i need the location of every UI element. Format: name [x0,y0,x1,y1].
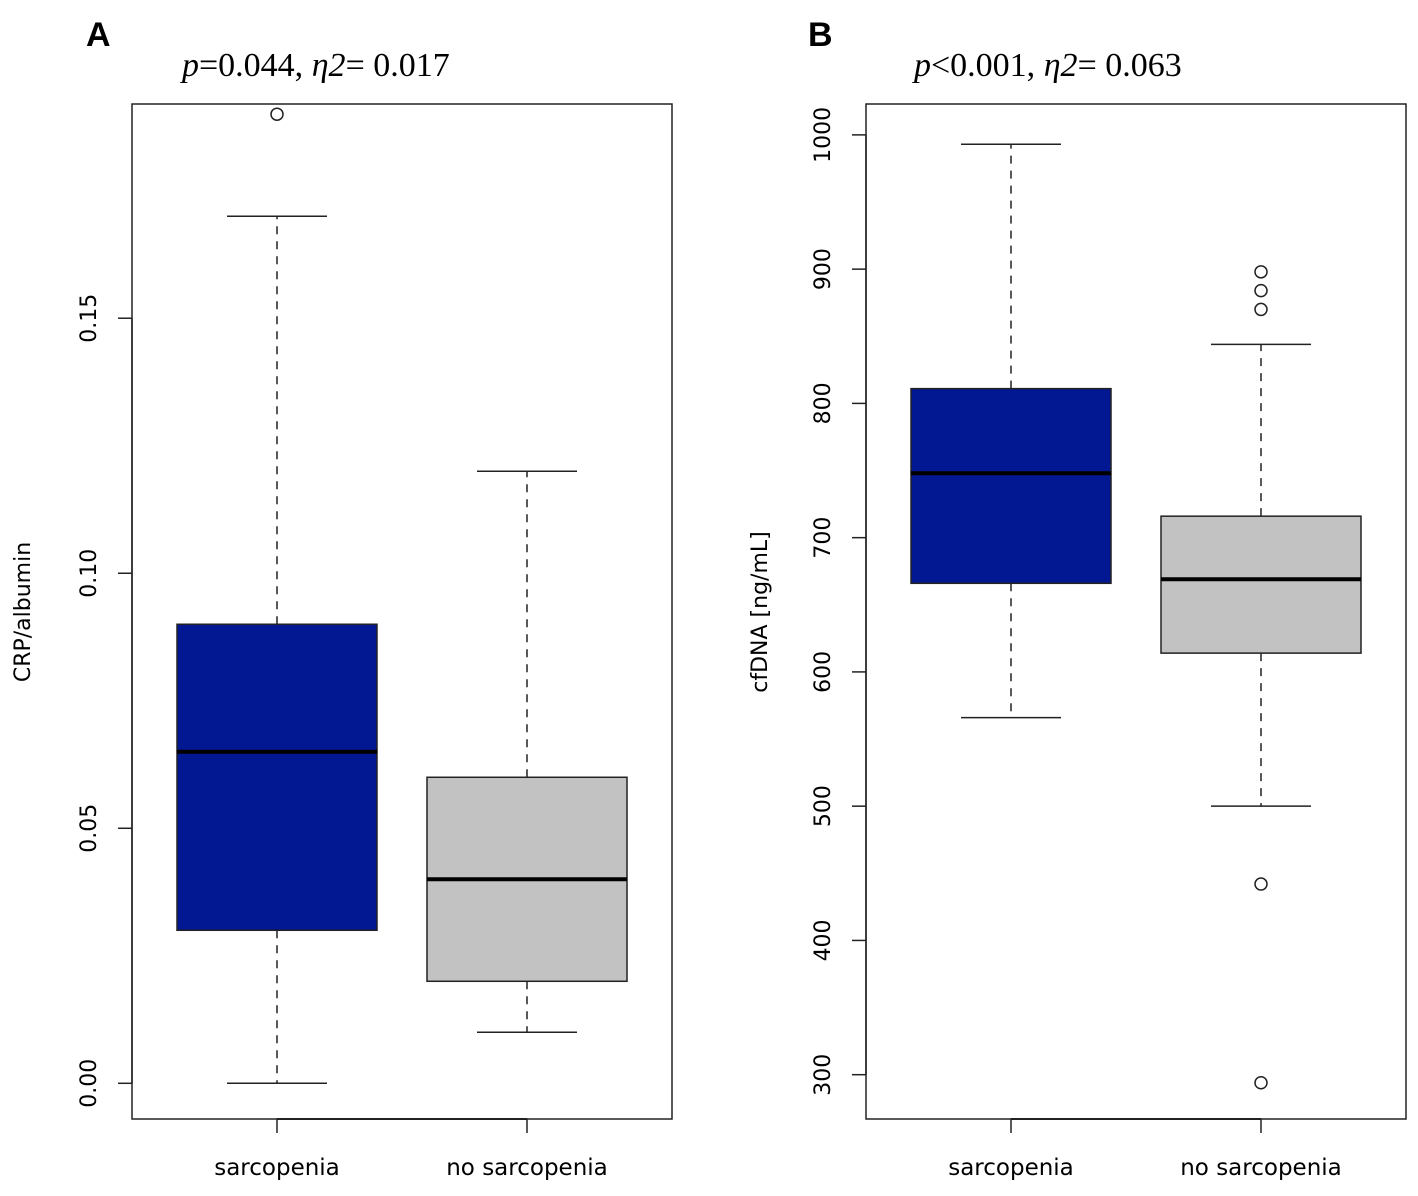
panel-b-y-tick-label: 500 [811,785,836,827]
panel-b-box-iqr [910,387,1112,585]
panel-b-box-outlier [1254,265,1268,279]
panel-b-x-category-label: no sarcopenia [1180,1155,1342,1181]
panel-a-y-tick-label: 0.00 [77,1059,102,1108]
panel-b-y-tick-label: 1000 [811,107,836,163]
panel-a-letter: A [86,16,111,54]
panel-b-box-outlier [1254,283,1268,298]
panel-a-x-category-label: no sarcopenia [446,1155,608,1181]
panel-b-x-category-label: sarcopenia [948,1155,1074,1181]
panel-a-y-tick-label: 0.05 [77,804,102,853]
panel-b-y-tick-label: 300 [811,1054,836,1096]
panel-a-plot: 0.00 0.05 0.10 0.15 sarcopenia no sarcopenia [77,103,673,1181]
panel-a-y-axis-label: CRP/albumin [11,542,36,682]
panel-b-box-outlier [1254,877,1268,891]
panel-b-box-outlier [1254,1076,1268,1090]
panel-b-box-iqr [1160,515,1362,654]
panel-b-y-tick-label: 700 [811,517,836,559]
panel-b-y-tick-label: 400 [811,919,836,961]
panel-b-y-tick-label: 900 [811,248,836,290]
panel-a-stats: p=0.044, η2= 0.017 [180,47,450,84]
panel-b-y-tick-label: 800 [811,382,836,424]
panel-b-plot: 300 400 500 600 700 800 900 1000 sarcopenia no sa… [811,103,1407,1181]
panel-b-box-outlier [1254,302,1268,317]
panel-a-y-tick-label: 0.10 [77,549,102,598]
panel-a-x-category-label: sarcopenia [214,1155,340,1181]
panel-a-box-iqr [176,623,378,932]
panel-a-box-outlier [270,107,284,121]
panel-b-letter: B [808,16,833,54]
panel-b-y-tick-label: 600 [811,651,836,693]
panel-b-stats: p<0.001, η2= 0.063 [912,47,1182,84]
panel-b-y-axis-label: cfDNA [ng/mL] [748,531,773,692]
panel-a-y-tick-label: 0.15 [77,294,102,343]
